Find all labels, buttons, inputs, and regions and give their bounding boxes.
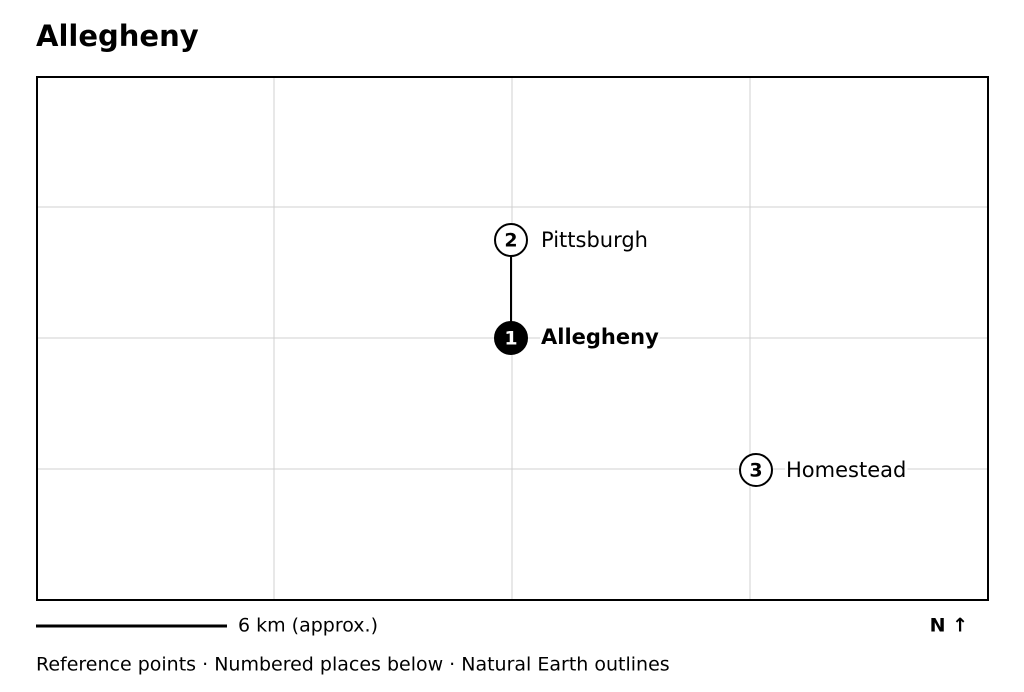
marker-number: 3 bbox=[749, 460, 762, 482]
north-arrow: N ↑ bbox=[930, 615, 968, 637]
title: Allegheny bbox=[36, 19, 199, 53]
scale-label: 6 km (approx.) bbox=[238, 615, 378, 637]
marker-number: 2 bbox=[504, 230, 517, 252]
marker-number: 1 bbox=[504, 328, 517, 350]
place-label: Allegheny bbox=[541, 325, 659, 349]
marker-circle bbox=[494, 321, 528, 355]
place-label: Pittsburgh bbox=[541, 228, 648, 252]
map-frame: 2 Pittsburgh 1 Allegheny 3 Homestead bbox=[36, 76, 989, 601]
marker-circle bbox=[739, 453, 773, 487]
place-label: Homestead bbox=[786, 458, 906, 482]
map-border bbox=[36, 76, 989, 601]
place-marker: 3 Homestead bbox=[739, 453, 909, 487]
marker-circle bbox=[494, 223, 528, 257]
place-marker: 2 Pittsburgh bbox=[494, 223, 651, 257]
footer-note: Reference points · Numbered places below… bbox=[36, 654, 670, 676]
place-marker: 1 Allegheny bbox=[494, 321, 662, 355]
